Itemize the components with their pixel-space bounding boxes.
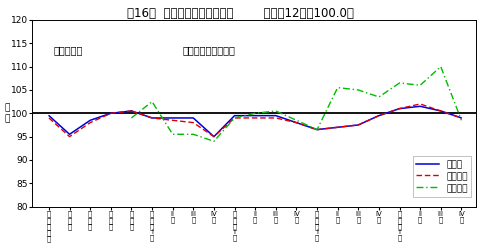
Y-axis label: 指
数: 指 数 xyxy=(4,104,10,123)
Text: （原指数）: （原指数） xyxy=(53,46,83,56)
Text: （季節調整済指数）: （季節調整済指数） xyxy=(183,46,236,56)
Legend: 生産財, 鉱工業用, その他用: 生産財, 鉱工業用, その他用 xyxy=(413,156,471,197)
Text: 第16図  生産財出荷指数の推移        （平成12年＝100.0）: 第16図 生産財出荷指数の推移 （平成12年＝100.0） xyxy=(127,7,353,20)
